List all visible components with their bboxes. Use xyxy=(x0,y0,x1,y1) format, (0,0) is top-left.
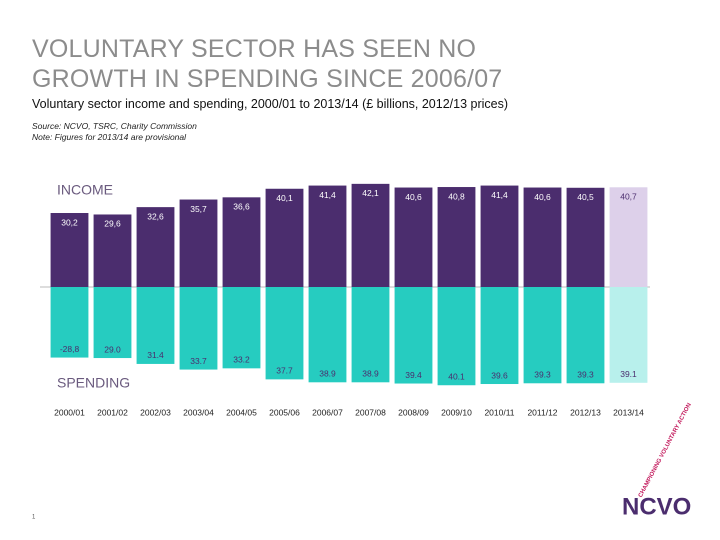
value-label: 38.9 xyxy=(319,369,336,379)
x-tick-label: 2006/07 xyxy=(312,407,343,417)
income-bar xyxy=(136,207,175,287)
logo-tagline: CHAMPIONING VOLUNTARY ACTION xyxy=(638,402,693,498)
x-tick-label: 2010/11 xyxy=(484,407,514,417)
x-tick-label: 2008/09 xyxy=(398,407,429,417)
value-label: 29,6 xyxy=(104,219,121,229)
value-label: 39.3 xyxy=(534,370,551,380)
income-bar xyxy=(523,187,562,287)
income-bar xyxy=(308,185,347,287)
value-label: 40,6 xyxy=(534,192,551,202)
spending-bar xyxy=(93,287,132,359)
x-tick-label: 2011/12 xyxy=(527,407,557,417)
income-bar xyxy=(222,197,261,287)
value-label: 42,1 xyxy=(362,188,379,198)
value-label: 39.4 xyxy=(405,370,422,380)
income-bar xyxy=(394,187,433,287)
spending-bar xyxy=(480,287,519,385)
value-label: 40,1 xyxy=(276,193,293,203)
x-tick-label: 2009/10 xyxy=(441,407,472,417)
spending-bar xyxy=(222,287,261,369)
x-tick-label: 2003/04 xyxy=(183,407,214,417)
spending-bar xyxy=(394,287,433,384)
value-label: 31.4 xyxy=(147,350,164,360)
subtitle: Voluntary sector income and spending, 20… xyxy=(32,97,509,111)
spending-bar xyxy=(50,287,89,358)
income-bar xyxy=(480,185,519,287)
income-bar xyxy=(566,187,605,287)
value-label: -28,8 xyxy=(60,344,80,354)
value-label: 40,7 xyxy=(620,192,637,202)
source: Source: NCVO, TSRC, Charity Commission xyxy=(32,121,197,131)
spending-bar xyxy=(136,287,175,364)
income-bar xyxy=(437,187,476,287)
logo-name: NCVO xyxy=(622,493,691,520)
spending-bar xyxy=(566,287,605,384)
x-tick-label: 2001/02 xyxy=(97,407,128,417)
value-label: 35,7 xyxy=(190,204,207,214)
note: Note: Figures for 2013/14 are provisiona… xyxy=(32,132,187,142)
x-tick-label: 2004/05 xyxy=(226,407,257,417)
spending-bar xyxy=(351,287,390,383)
series-label: INCOME xyxy=(57,182,113,198)
x-tick-label: 2012/13 xyxy=(570,407,601,417)
value-label: 39.6 xyxy=(491,370,508,380)
page-number: 1 xyxy=(32,515,36,521)
value-label: 37.7 xyxy=(276,366,293,376)
value-label: 33.2 xyxy=(233,355,250,365)
value-label: 41,4 xyxy=(319,190,336,200)
value-label: 38.9 xyxy=(362,369,379,379)
value-label: 30,2 xyxy=(61,217,78,227)
spending-bar xyxy=(609,287,648,383)
income-bar xyxy=(50,213,89,287)
series-label: SPENDING xyxy=(57,375,130,391)
spending-bar xyxy=(437,287,476,386)
income-bar xyxy=(265,188,304,287)
value-label: 39.3 xyxy=(577,370,594,380)
x-tick-label: 2013/14 xyxy=(613,407,644,417)
value-label: 40.1 xyxy=(448,371,465,381)
value-label: 40,6 xyxy=(405,192,422,202)
spending-bar xyxy=(265,287,304,380)
income-bar xyxy=(93,214,132,287)
value-label: 40,8 xyxy=(448,191,465,201)
value-label: 39.1 xyxy=(620,369,637,379)
value-label: 36,6 xyxy=(233,202,250,212)
x-tick-label: 2002/03 xyxy=(140,407,171,417)
x-tick-label: 2005/06 xyxy=(269,407,300,417)
spending-bar xyxy=(523,287,562,384)
value-label: 41,4 xyxy=(491,190,508,200)
income-bar xyxy=(609,187,648,287)
spending-bar xyxy=(308,287,347,383)
value-label: 33.7 xyxy=(190,356,207,366)
value-label: 32,6 xyxy=(147,211,164,221)
income-bar xyxy=(179,199,218,287)
income-bar xyxy=(351,183,390,287)
value-label: 40,5 xyxy=(577,192,594,202)
title: VOLUNTARY SECTOR HAS SEEN NO GROWTH IN S… xyxy=(32,35,503,93)
value-label: 29.0 xyxy=(104,344,121,354)
x-tick-label: 2000/01 xyxy=(54,407,85,417)
spending-bar xyxy=(179,287,218,370)
x-tick-label: 2007/08 xyxy=(355,407,386,417)
